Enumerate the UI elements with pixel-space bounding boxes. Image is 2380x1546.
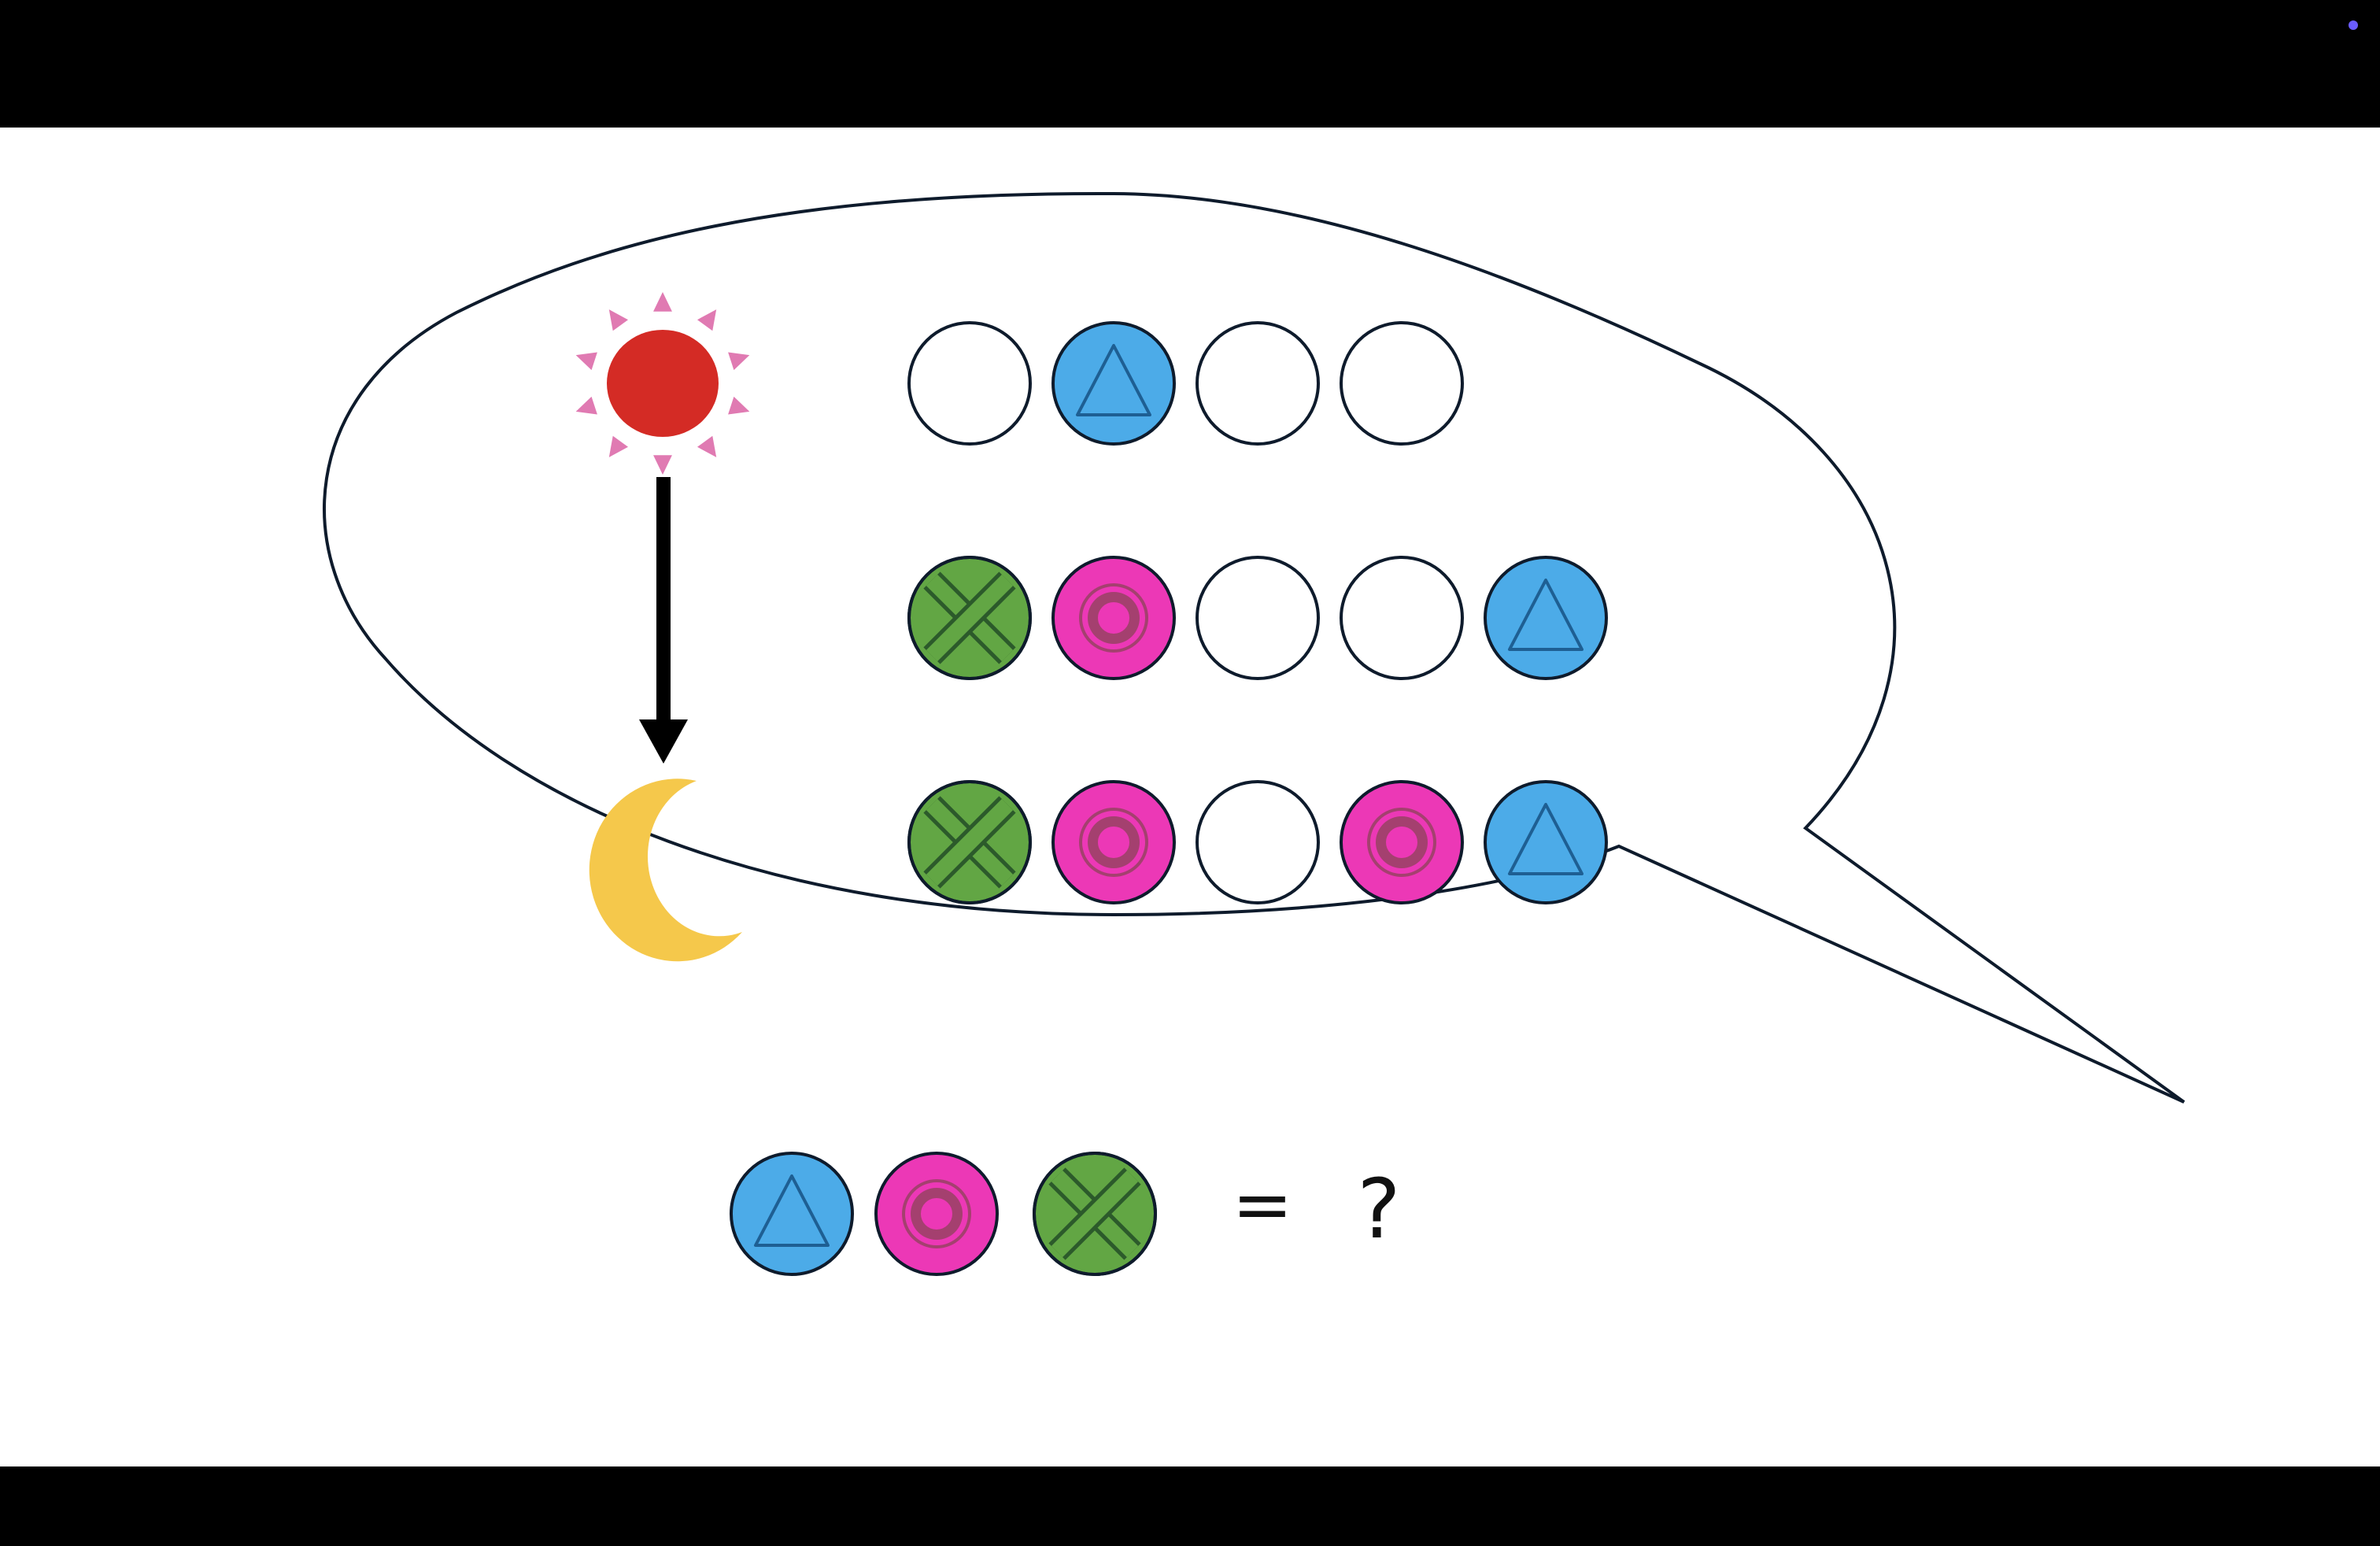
sun-ray (697, 309, 717, 331)
token-row-3 (907, 780, 1608, 904)
sun-ray (697, 435, 717, 457)
cross-token-icon (907, 556, 1032, 680)
empty-token-icon (1196, 780, 1320, 904)
token-row-1 (907, 321, 1464, 446)
triangle-token-icon (1051, 321, 1176, 446)
sun-ray (608, 309, 629, 331)
recording-indicator-dot (2349, 20, 2358, 30)
cross-token-icon (1033, 1152, 1157, 1276)
sun-ray (728, 352, 750, 371)
triangle-token-icon (1484, 780, 1608, 904)
triangle-token-icon (730, 1152, 854, 1276)
empty-token-icon (1196, 321, 1320, 446)
cross-token-icon (907, 780, 1032, 904)
arrow-down-icon (639, 477, 688, 764)
bottom-letterbox (0, 1466, 2380, 1546)
empty-token-icon (1340, 321, 1464, 446)
top-letterbox (0, 0, 2380, 128)
target-token-icon (1340, 780, 1464, 904)
token-rows (907, 321, 1608, 904)
sun-ray (575, 396, 597, 415)
slide: = ? (0, 128, 2380, 1466)
empty-token-icon (907, 321, 1032, 446)
puzzle-illustration: = ? (323, 191, 2186, 1276)
crescent-moon-icon (589, 779, 742, 962)
token-row-2 (907, 556, 1608, 680)
sun-ray (575, 352, 597, 371)
equation: = ? (730, 1152, 1401, 1276)
target-token-icon (1051, 780, 1176, 904)
target-token-icon (1051, 556, 1176, 680)
sun-ray (728, 396, 750, 415)
equation-tokens (730, 1152, 1157, 1276)
sun-core (607, 330, 719, 437)
target-token-icon (874, 1152, 999, 1276)
sun-ray (653, 455, 672, 475)
sun-ray (608, 435, 629, 457)
question-mark: ? (1357, 1161, 1400, 1257)
empty-token-icon (1340, 556, 1464, 680)
sun-icon (575, 292, 750, 475)
equals-sign: = (1232, 1163, 1292, 1247)
sun-ray (653, 292, 672, 312)
empty-token-icon (1196, 556, 1320, 680)
triangle-token-icon (1484, 556, 1608, 680)
